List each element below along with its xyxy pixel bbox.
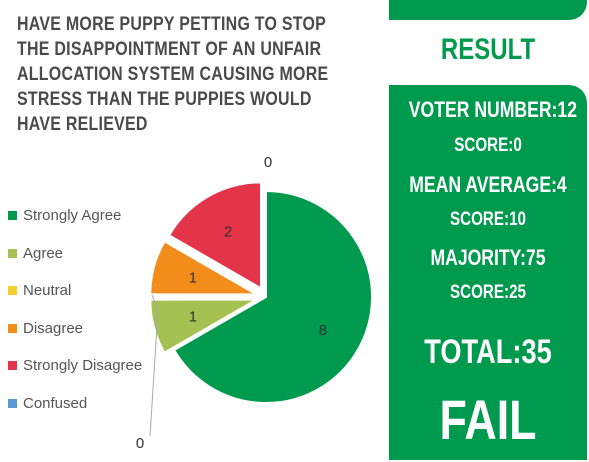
pie-slice-strongly-agree [172,189,373,404]
score-mean: SCORE:10 [449,209,527,230]
score-majority: SCORE:25 [449,282,527,303]
pie-chart: 8 1 1 2 0 0 [136,154,373,452]
score-voter: SCORE:0 [454,135,522,156]
legend-item-confused: Confused [8,385,142,423]
data-label-agree: 1 [189,309,197,326]
data-label-strongly-disagree: 2 [224,223,232,240]
legend-item-strongly-agree: Strongly Agree [8,197,142,235]
legend-item-strongly-disagree: Strongly Disagree [8,347,142,385]
chart-legend: Strongly Agree Agree Neutral Disagree St… [8,197,142,422]
legend-swatch [8,248,17,258]
legend-label: Agree [23,244,64,262]
chart-title: HAVE MORE PUPPY PETTING TO STOP THE DISA… [17,14,329,135]
result-panel-top-bar [389,0,587,20]
majority: MAJORITY:75 [430,245,546,270]
result-panel: VOTER NUMBER:12 SCORE:0 MEAN AVERAGE:4 S… [389,85,587,460]
mean-average: MEAN AVERAGE:4 [409,172,567,197]
legend-item-agree: Agree [8,235,142,273]
legend-label: Strongly Disagree [23,357,143,375]
data-label-confused: 0 [264,154,272,171]
legend-swatch [8,398,17,408]
data-label-strongly-agree: 8 [319,322,327,339]
legend-swatch [8,361,17,371]
data-label-disagree: 1 [189,269,197,286]
pie-slice-agree [149,298,261,354]
leader-line-neutral [149,294,159,437]
legend-label: Disagree [23,319,84,337]
result-heading: RESULT [440,33,536,66]
total-score: TOTAL:35 [424,333,552,371]
legend-item-disagree: Disagree [8,310,142,348]
data-label-neutral: 0 [136,435,144,452]
legend-item-neutral: Neutral [8,272,142,310]
legend-swatch [8,323,17,333]
pie-slice-strongly-disagree [167,181,262,291]
legend-label: Strongly Agree [23,207,122,225]
voter-number: VOTER NUMBER:12 [408,97,577,122]
pie-slice-disagree [149,240,261,296]
verdict: FAIL [439,388,537,451]
legend-label: Neutral [23,282,72,300]
legend-swatch [8,286,17,296]
legend-swatch [8,211,17,221]
legend-label: Confused [23,394,88,412]
